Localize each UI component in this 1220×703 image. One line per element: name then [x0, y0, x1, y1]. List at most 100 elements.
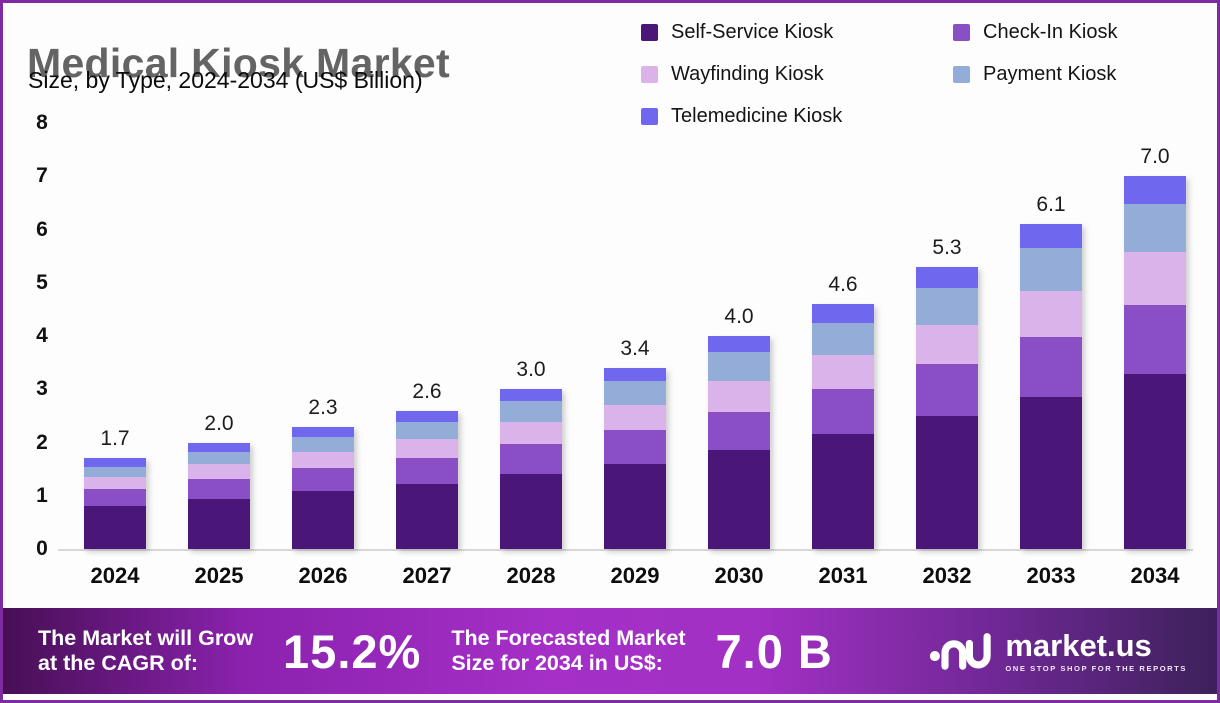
bar-value-label: 2.3 [308, 395, 338, 419]
legend-swatch [641, 108, 658, 125]
bar-segment-payment-kiosk [604, 380, 666, 405]
x-axis-label: 2031 [818, 563, 868, 588]
cagr-value: 15.2% [283, 624, 422, 678]
bar-segment-payment-kiosk [812, 322, 874, 355]
bar-segment-wayfinding-kiosk [188, 464, 250, 479]
x-axis-label: 2030 [714, 563, 764, 588]
bar-segment-check-in-kiosk [916, 364, 978, 417]
stacked-bar-2027 [396, 410, 458, 549]
cagr-label: The Market will Grow at the CAGR of: [38, 625, 254, 675]
bar-segment-telemedicine-kiosk [916, 266, 978, 289]
bar-segment-check-in-kiosk [84, 488, 146, 507]
bar-segment-self-service-kiosk [708, 450, 770, 549]
stacked-bar-2025 [188, 442, 250, 550]
bar-segment-check-in-kiosk [396, 457, 458, 484]
legend-label: Payment Kiosk [983, 63, 1117, 85]
stacked-bar-2028 [500, 389, 562, 549]
bar-segment-payment-kiosk [1020, 248, 1082, 292]
bar-segment-self-service-kiosk [812, 433, 874, 549]
bar-segment-self-service-kiosk [916, 416, 978, 549]
bar-segment-payment-kiosk [500, 401, 562, 422]
y-axis-tick: 0 [36, 537, 48, 560]
x-axis-label: 2026 [298, 563, 348, 588]
bar-segment-check-in-kiosk [292, 468, 354, 492]
bar-segment-self-service-kiosk [188, 498, 250, 549]
legend-swatch [641, 66, 658, 83]
bar-segment-telemedicine-kiosk [396, 410, 458, 422]
bar-value-label: 4.0 [724, 305, 754, 328]
x-axis-label: 2032 [922, 563, 972, 588]
forecast-label: The Forecasted Market Size for 2034 in U… [451, 625, 686, 675]
bar-segment-telemedicine-kiosk [1124, 176, 1186, 204]
legend-swatch [641, 24, 658, 41]
stacked-bar-2024 [84, 458, 146, 549]
legend-item-check-in-kiosk: Check-In Kiosk [953, 19, 1118, 46]
bar-segment-payment-kiosk [84, 466, 146, 477]
brand-logo: market.us ONE STOP SHOP FOR THE REPORTS [929, 627, 1187, 675]
x-axis-line [58, 549, 1193, 551]
legend-label: Self-Service Kiosk [671, 21, 834, 43]
legend-item-payment-kiosk: Payment Kiosk [953, 61, 1118, 88]
bar-segment-wayfinding-kiosk [604, 404, 666, 430]
x-axis-label: 2029 [610, 563, 660, 588]
x-axis-label: 2024 [90, 563, 140, 588]
bar-segment-wayfinding-kiosk [84, 476, 146, 489]
brand-name: market.us [1005, 627, 1152, 663]
bar-value-label: 3.0 [516, 358, 546, 382]
bar-segment-check-in-kiosk [188, 478, 250, 499]
bar-segment-self-service-kiosk [604, 463, 666, 549]
bar-segment-check-in-kiosk [1020, 337, 1082, 397]
y-axis-tick: 1 [36, 483, 48, 507]
stacked-bar-2029 [604, 367, 666, 549]
bar-segment-wayfinding-kiosk [1020, 291, 1082, 338]
bar-value-label: 6.1 [1036, 193, 1066, 217]
bar-segment-self-service-kiosk [84, 506, 146, 549]
x-axis-label: 2034 [1130, 563, 1180, 588]
x-axis-label: 2028 [506, 563, 556, 588]
page-title: Medical Kiosk Market [27, 40, 450, 87]
chart-legend: Self-Service Kiosk Check-In Kiosk Wayfindi… [641, 19, 1118, 130]
legend-label: Wayfinding Kiosk [671, 63, 824, 85]
bar-segment-payment-kiosk [396, 421, 458, 439]
bar-segment-self-service-kiosk [292, 491, 354, 549]
brand-text: market.us ONE STOP SHOP FOR THE REPORTS [1005, 630, 1187, 673]
brand-tagline: ONE STOP SHOP FOR THE REPORTS [1005, 663, 1187, 673]
bar-segment-payment-kiosk [1124, 203, 1186, 253]
x-axis-label: 2025 [194, 563, 244, 588]
footer-banner: The Market will Grow at the CAGR of: 15.… [3, 608, 1217, 694]
bar-segment-self-service-kiosk [1020, 396, 1082, 549]
bar-segment-wayfinding-kiosk [1124, 252, 1186, 305]
y-axis-tick: 3 [36, 377, 48, 401]
bar-segment-wayfinding-kiosk [292, 451, 354, 469]
bar-segment-telemedicine-kiosk [188, 442, 250, 453]
bar-segment-payment-kiosk [188, 452, 250, 465]
x-axis-label: 2033 [1026, 563, 1076, 588]
y-axis-tick: 6 [36, 217, 48, 241]
forecast-value: 7.0 B [715, 624, 833, 678]
bar-segment-telemedicine-kiosk [812, 304, 874, 323]
bar-value-label: 3.4 [620, 336, 650, 360]
bar-value-label: 4.6 [828, 273, 858, 297]
bar-segment-wayfinding-kiosk [500, 421, 562, 445]
bar-segment-telemedicine-kiosk [604, 367, 666, 381]
bar-segment-telemedicine-kiosk [84, 458, 146, 467]
bar-segment-check-in-kiosk [604, 429, 666, 464]
bar-segment-self-service-kiosk [396, 483, 458, 549]
bar-segment-telemedicine-kiosk [1020, 224, 1082, 249]
stacked-bar-2026 [292, 426, 354, 549]
bar-segment-wayfinding-kiosk [916, 324, 978, 365]
stacked-bar-2032 [916, 266, 978, 549]
legend-item-wayfinding-kiosk: Wayfinding Kiosk [641, 61, 953, 88]
bar-segment-telemedicine-kiosk [292, 426, 354, 437]
legend-item-telemedicine-kiosk: Telemedicine Kiosk [641, 103, 953, 130]
bar-segment-telemedicine-kiosk [708, 336, 770, 352]
y-axis-tick: 7 [36, 164, 48, 188]
bar-segment-wayfinding-kiosk [812, 354, 874, 389]
bar-segment-wayfinding-kiosk [708, 380, 770, 412]
bar-segment-check-in-kiosk [708, 411, 770, 451]
bar-segment-payment-kiosk [292, 436, 354, 452]
bar-segment-payment-kiosk [708, 351, 770, 381]
bar-value-label: 2.0 [204, 411, 234, 435]
bar-segment-payment-kiosk [916, 288, 978, 325]
